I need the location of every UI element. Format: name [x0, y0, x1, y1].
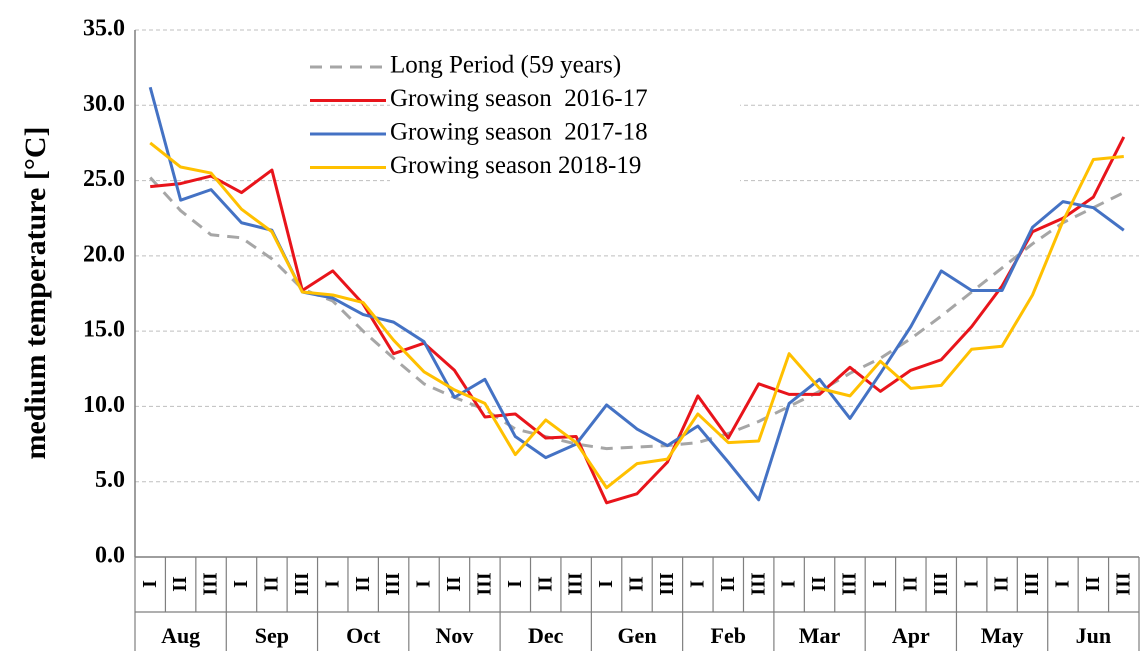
series-line: [150, 136, 1126, 505]
x-tick-label: I: [321, 580, 343, 588]
x-tick-label: I: [1052, 580, 1074, 588]
y-tick-label: 10.0: [83, 392, 125, 418]
x-tick-label: II: [443, 576, 465, 592]
x-tick-label: I: [960, 580, 982, 588]
x-tick-label: I: [778, 580, 800, 588]
x-tick-label: I: [686, 580, 708, 588]
x-tick-label: III: [747, 572, 769, 596]
x-group-label: Jun: [1076, 623, 1111, 648]
x-tick-label: II: [991, 576, 1013, 592]
x-tick-label: II: [899, 576, 921, 592]
x-tick-label: I: [139, 580, 161, 588]
x-tick-label: II: [1082, 576, 1104, 592]
x-tick-label: II: [534, 576, 556, 592]
x-group-label: Oct: [346, 623, 381, 648]
x-group-label: Feb: [711, 623, 746, 648]
x-group-label: May: [981, 623, 1024, 648]
legend-label: Growing season 2017-18: [390, 119, 648, 146]
x-group-label: Mar: [799, 623, 841, 648]
x-tick-label: II: [352, 576, 374, 592]
series-line: [148, 86, 1125, 502]
x-tick-label: III: [291, 572, 313, 596]
legend-label: Long Period (59 years): [390, 52, 621, 79]
x-tick-label: II: [169, 576, 191, 592]
legend-bg: [390, 52, 740, 82]
x-tick-label: I: [504, 580, 526, 588]
x-group-label: Gen: [617, 623, 656, 648]
x-group-label: Apr: [892, 623, 930, 648]
y-tick-label: 30.0: [83, 91, 125, 117]
legend-bg: [390, 85, 740, 116]
x-tick-label: III: [200, 572, 222, 596]
x-tick-label: I: [230, 580, 252, 588]
y-tick-label: 0.0: [95, 543, 125, 569]
series-line: [149, 176, 1125, 451]
legend-label: Growing season 2016-17: [390, 85, 648, 112]
x-tick-label: III: [656, 572, 678, 596]
x-tick-label: III: [1021, 572, 1043, 596]
x-tick-label: III: [565, 572, 587, 596]
x-tick-label: II: [717, 576, 739, 592]
x-tick-label: III: [382, 572, 404, 596]
x-tick-label: II: [261, 576, 283, 592]
x-tick-label: I: [413, 580, 435, 588]
x-group-label: Sep: [255, 623, 289, 648]
x-group-label: Nov: [436, 623, 474, 648]
x-tick-label: I: [595, 580, 617, 588]
x-tick-label: I: [869, 580, 891, 588]
x-tick-label: III: [473, 572, 495, 596]
x-tick-label: II: [626, 576, 648, 592]
x-tick-label: III: [930, 572, 952, 596]
legend-bg: [390, 119, 740, 149]
y-tick-label: 35.0: [83, 16, 125, 42]
x-tick-label: III: [1112, 572, 1134, 596]
x-group-label: Dec: [528, 623, 564, 648]
y-tick-label: 20.0: [83, 241, 125, 267]
y-tick-label: 15.0: [83, 317, 125, 343]
x-group-label: Aug: [161, 623, 200, 648]
x-tick-label: III: [839, 572, 861, 596]
y-axis-label: medium temperature [°C]: [19, 126, 52, 459]
legend-bg: [390, 152, 740, 183]
x-tick-label: II: [808, 576, 830, 592]
y-tick-label: 25.0: [83, 166, 125, 192]
series-line: [149, 141, 1124, 490]
legend-label: Growing season 2018-19: [390, 152, 641, 179]
y-tick-label: 5.0: [95, 467, 125, 493]
